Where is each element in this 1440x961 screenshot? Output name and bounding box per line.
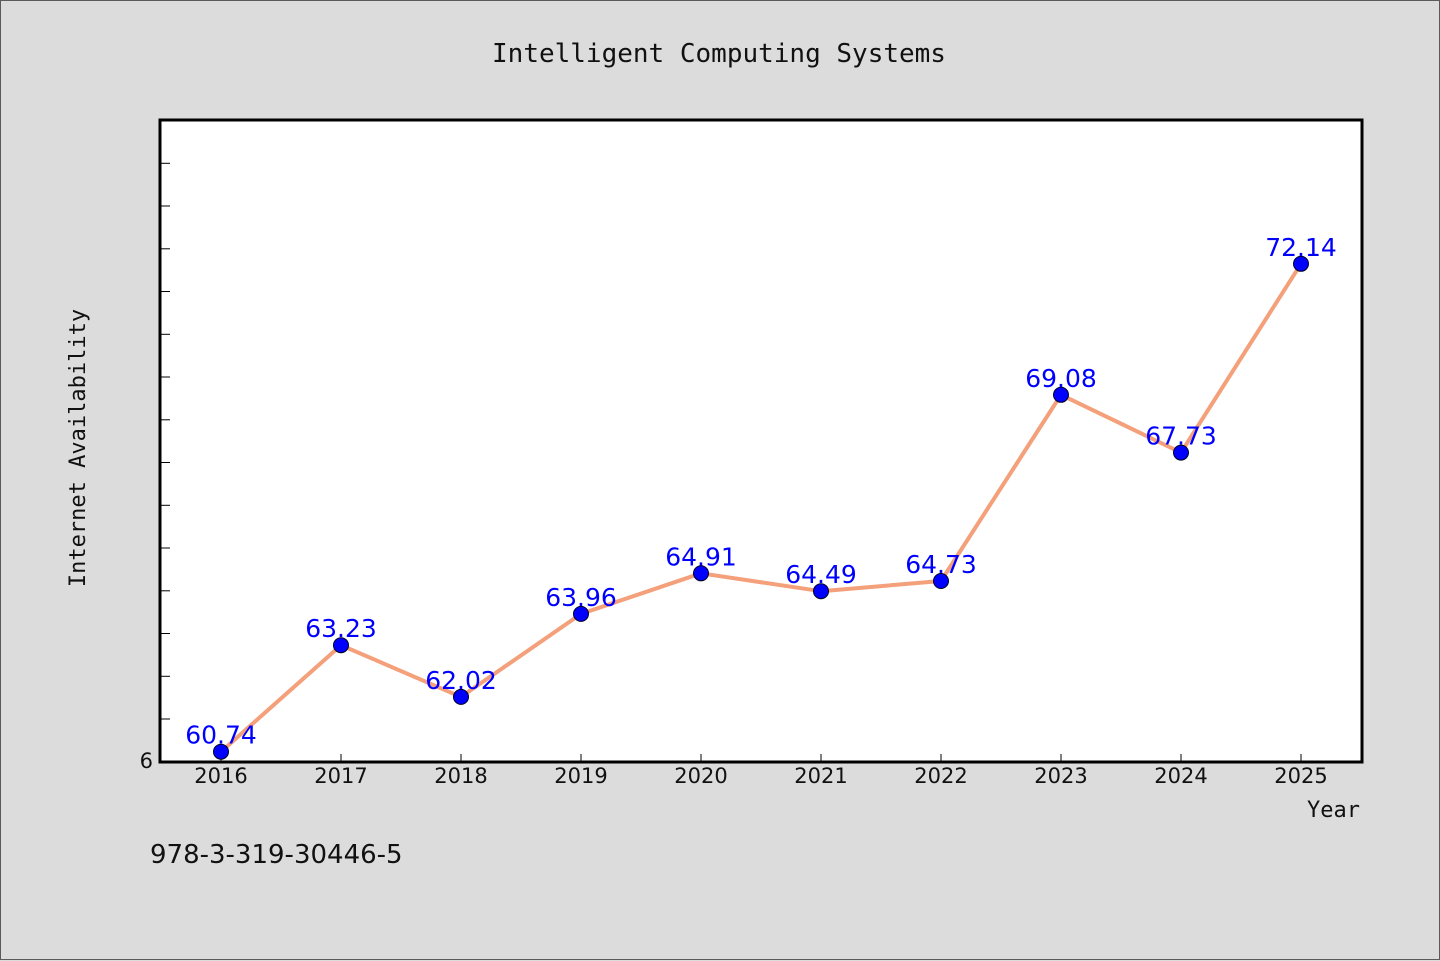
data-point xyxy=(933,573,949,589)
data-point xyxy=(693,565,709,582)
data-label: 69.08 xyxy=(1025,364,1097,393)
x-tick-label: 2019 xyxy=(554,764,607,788)
x-tick-label: 2017 xyxy=(314,764,367,788)
x-axis-label: Year xyxy=(1307,798,1360,823)
y-axis-ticks xyxy=(160,162,170,720)
x-tick-label: 2022 xyxy=(914,764,967,788)
x-tick-label: 2016 xyxy=(194,764,247,788)
data-label: 63.23 xyxy=(305,614,377,643)
footer-isbn: 978-3-319-30446-5 xyxy=(150,840,403,870)
data-label: 64.49 xyxy=(785,560,857,589)
data-label: 60.74 xyxy=(185,721,257,750)
x-tick-label: 2023 xyxy=(1034,764,1087,788)
data-label: 62.02 xyxy=(425,666,497,695)
data-point xyxy=(1173,444,1189,461)
data-point xyxy=(1293,255,1309,272)
series-layer: 60.74 63.23 62.02 63.96 64.91 64.49 64.73 69.08… xyxy=(185,233,1337,760)
x-tick-label: 2020 xyxy=(674,764,727,788)
x-tick-label: 2021 xyxy=(794,764,847,788)
x-axis-ticks: 2016 2017 2018 2019 2020 2021 2022 2023 2024 2025 xyxy=(194,754,1328,788)
chart-title: Intelligent Computing Systems xyxy=(492,39,946,69)
x-tick-label: 2018 xyxy=(434,764,487,788)
series-line xyxy=(219,262,1303,754)
data-point xyxy=(573,605,589,622)
data-label: 64.91 xyxy=(665,542,737,571)
x-tick-label: 2025 xyxy=(1274,764,1327,788)
data-label: 64.73 xyxy=(905,550,977,579)
y-axis-label: Internet Availability xyxy=(66,309,91,587)
data-label: 67.73 xyxy=(1145,422,1217,451)
x-tick-label: 2024 xyxy=(1154,764,1207,788)
data-point xyxy=(213,743,229,760)
data-point xyxy=(813,583,829,600)
data-label: 63.96 xyxy=(545,583,617,612)
data-point xyxy=(333,637,349,654)
data-point xyxy=(1053,386,1069,403)
y-tick-label: 6 xyxy=(140,749,153,773)
data-point xyxy=(453,688,469,705)
data-label: 72.14 xyxy=(1265,233,1337,262)
